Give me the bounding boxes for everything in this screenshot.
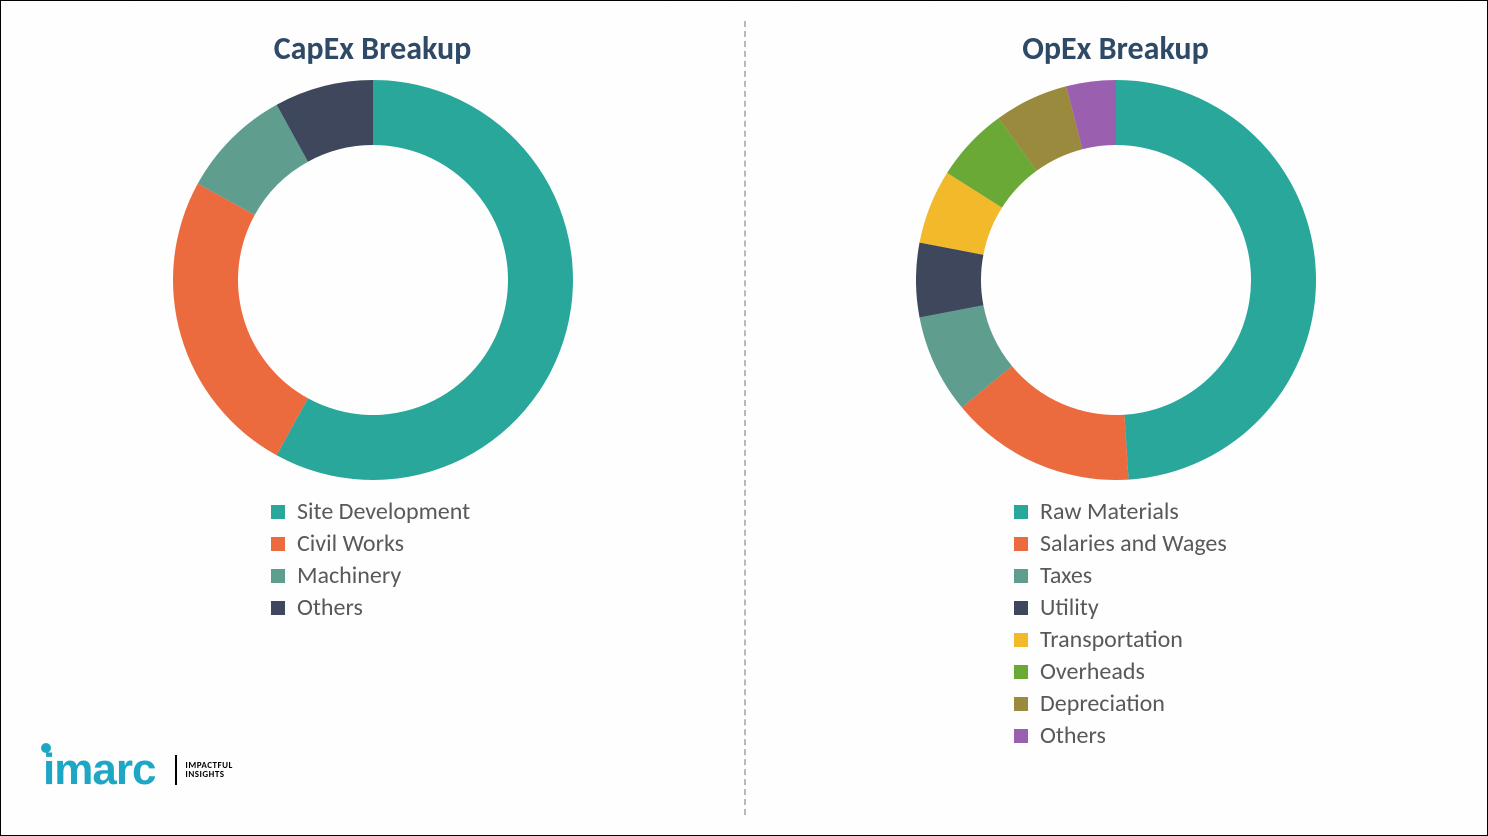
capex-panel: CapEx Breakup Site Development Civil Work…: [1, 1, 744, 835]
legend-item: Depreciation: [1014, 689, 1227, 718]
legend-swatch-icon: [271, 505, 285, 519]
legend-item: Overheads: [1014, 657, 1227, 686]
legend-item: Raw Materials: [1014, 497, 1227, 526]
legend-swatch-icon: [1014, 569, 1028, 583]
legend-item: Taxes: [1014, 561, 1227, 590]
legend-label: Transportation: [1040, 625, 1183, 654]
legend-item: Site Development: [271, 497, 470, 526]
legend-swatch-icon: [271, 569, 285, 583]
legend-label: Others: [297, 593, 363, 622]
legend-label: Depreciation: [1040, 689, 1165, 718]
legend-label: Site Development: [297, 497, 470, 526]
legend-item: Others: [271, 593, 470, 622]
legend-label: Others: [1040, 721, 1106, 750]
capex-legend: Site Development Civil Works Machinery Othe…: [271, 494, 470, 625]
legend-label: Utility: [1040, 593, 1099, 622]
legend-label: Salaries and Wages: [1040, 529, 1227, 558]
legend-item: Machinery: [271, 561, 470, 590]
brand-divider: [175, 755, 177, 785]
opex-panel: OpEx Breakup Raw Materials Salaries and W…: [744, 1, 1487, 835]
legend-item: Utility: [1014, 593, 1227, 622]
slice: [916, 243, 983, 318]
report-frame: CapEx Breakup Site Development Civil Work…: [0, 0, 1488, 836]
legend-swatch-icon: [1014, 729, 1028, 743]
brand-logo: imarc IMPACTFUL INSIGHTS: [43, 745, 233, 795]
legend-swatch-icon: [1014, 665, 1028, 679]
opex-legend: Raw Materials Salaries and Wages Taxes Util…: [1014, 494, 1227, 753]
brand-tagline: IMPACTFUL INSIGHTS: [185, 761, 232, 780]
legend-swatch-icon: [1014, 537, 1028, 551]
legend-label: Machinery: [297, 561, 401, 590]
brand-tagline-2: INSIGHTS: [185, 769, 224, 780]
opex-title: OpEx Breakup: [1022, 29, 1209, 68]
legend-item: Civil Works: [271, 529, 470, 558]
legend-swatch-icon: [1014, 505, 1028, 519]
opex-donut: [916, 80, 1316, 480]
legend-swatch-icon: [1014, 697, 1028, 711]
legend-label: Civil Works: [297, 529, 404, 558]
brand-word: imarc: [43, 745, 155, 795]
legend-swatch-icon: [1014, 601, 1028, 615]
capex-title: CapEx Breakup: [274, 29, 472, 68]
legend-item: Transportation: [1014, 625, 1227, 654]
legend-label: Overheads: [1040, 657, 1145, 686]
slice: [173, 184, 308, 456]
capex-donut: [173, 80, 573, 480]
legend-item: Others: [1014, 721, 1227, 750]
legend-swatch-icon: [271, 537, 285, 551]
legend-label: Raw Materials: [1040, 497, 1179, 526]
legend-item: Salaries and Wages: [1014, 529, 1227, 558]
legend-swatch-icon: [1014, 633, 1028, 647]
legend-label: Taxes: [1040, 561, 1092, 590]
slice: [1116, 80, 1316, 480]
legend-swatch-icon: [271, 601, 285, 615]
